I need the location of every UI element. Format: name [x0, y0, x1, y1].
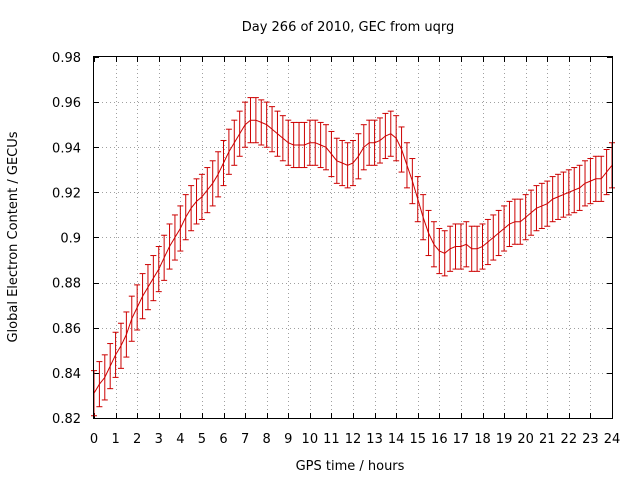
gec-series-line	[93, 119, 613, 394]
y-axis-title: Global Electron Content / GECUs	[6, 131, 21, 342]
x-tick-label: 5	[198, 432, 206, 447]
x-tick-label: 14	[388, 432, 405, 447]
y-tick-labels: 0.82 0.84 0.86 0.88 0.9 0.92 0.94 0.96 0.98	[52, 51, 81, 427]
y-tick-label: 0.86	[52, 322, 81, 337]
x-tick-label: 20	[517, 432, 534, 447]
x-tick-label: 8	[263, 432, 271, 447]
x-tick-label: 17	[453, 432, 470, 447]
error-bars	[91, 97, 615, 417]
y-tick-label: 0.88	[52, 277, 81, 292]
x-tick-label: 7	[241, 432, 249, 447]
x-tick-label: 15	[409, 432, 426, 447]
x-tick-label: 23	[582, 432, 599, 447]
plot-frame	[93, 56, 613, 419]
x-axis-title: GPS time / hours	[296, 459, 405, 474]
x-tick-label: 18	[474, 432, 491, 447]
x-tick-label: 4	[176, 432, 184, 447]
x-tick-label: 6	[219, 432, 227, 447]
x-tick-label: 16	[431, 432, 448, 447]
x-tick-label: 13	[366, 432, 383, 447]
x-tick-label: 9	[284, 432, 292, 447]
y-tick-label: 0.98	[52, 51, 81, 66]
grid-lines	[94, 57, 612, 418]
x-tick-label: 24	[604, 432, 621, 447]
x-tick-label: 10	[302, 432, 319, 447]
series-line-group	[93, 119, 613, 394]
y-tick-label: 0.9	[60, 232, 81, 247]
x-tick-label: 22	[561, 432, 578, 447]
x-tick-label: 3	[155, 432, 163, 447]
x-tick-label: 12	[345, 432, 362, 447]
chart-title: Day 266 of 2010, GEC from uqrg	[242, 20, 455, 35]
y-tick-label: 0.96	[52, 96, 81, 111]
y-tick-label: 0.92	[52, 186, 81, 201]
x-tick-label: 0	[90, 432, 98, 447]
x-tick-label: 21	[539, 432, 556, 447]
x-tick-label: 19	[496, 432, 513, 447]
y-tick-label: 0.94	[52, 141, 81, 156]
x-tick-labels: 0 1 2 3 4 5 6 7 8 9 10 11 12 13 14 15 16 17 18 19 20 21 22 23 24	[90, 432, 620, 447]
x-tick-label: 11	[323, 432, 340, 447]
x-tick-label: 1	[111, 432, 119, 447]
y-tick-label: 0.84	[52, 367, 81, 382]
y-tick-label: 0.82	[52, 412, 81, 427]
x-tick-label: 2	[133, 432, 141, 447]
